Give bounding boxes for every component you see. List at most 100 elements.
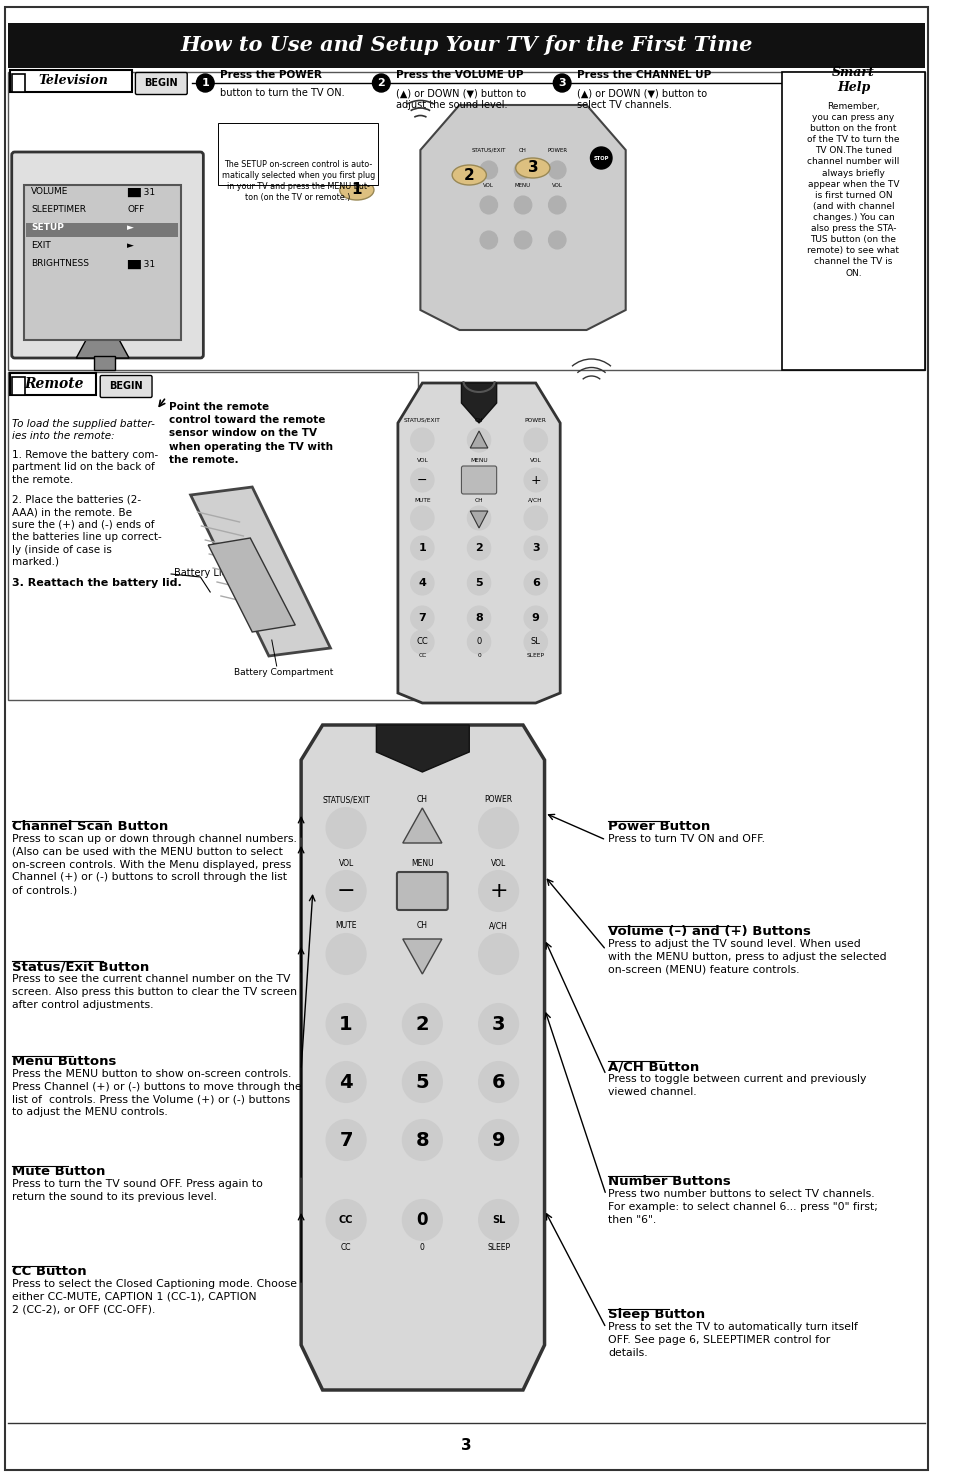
Text: Power Button: Power Button	[607, 820, 710, 833]
Polygon shape	[301, 726, 544, 1389]
Text: 0: 0	[419, 1243, 424, 1252]
Text: A/CH: A/CH	[489, 922, 508, 931]
Text: BEGIN: BEGIN	[144, 78, 178, 88]
Text: Press to adjust the TV sound level. When used
with the MENU button, press to adj: Press to adjust the TV sound level. When…	[607, 940, 885, 975]
Text: MENU: MENU	[470, 459, 487, 463]
Text: STATUS/EXIT: STATUS/EXIT	[471, 148, 505, 153]
Text: Battery Lid: Battery Lid	[173, 568, 228, 578]
Text: 0: 0	[416, 1211, 428, 1229]
FancyBboxPatch shape	[135, 72, 187, 94]
Polygon shape	[76, 341, 129, 358]
Polygon shape	[420, 105, 625, 330]
Ellipse shape	[452, 165, 486, 184]
Circle shape	[326, 1062, 365, 1102]
Text: VOL: VOL	[529, 459, 541, 463]
Circle shape	[479, 161, 497, 178]
Text: Press to turn TV ON and OFF.: Press to turn TV ON and OFF.	[607, 833, 764, 844]
Text: How to Use and Setup Your TV for the First Time: How to Use and Setup Your TV for the Fir…	[180, 35, 752, 55]
Text: Television: Television	[38, 75, 108, 87]
Ellipse shape	[339, 180, 374, 201]
Text: 5: 5	[475, 578, 482, 589]
Text: OFF: OFF	[127, 205, 144, 214]
Polygon shape	[208, 538, 294, 631]
Text: Remember,
you can press any
button on the front
of the TV to turn the
TV ON.The : Remember, you can press any button on th…	[806, 102, 899, 277]
Text: 3: 3	[527, 161, 537, 176]
FancyBboxPatch shape	[396, 872, 447, 910]
Text: −: −	[416, 473, 427, 487]
Text: A/CH: A/CH	[528, 499, 542, 503]
Circle shape	[467, 535, 490, 560]
FancyBboxPatch shape	[218, 122, 378, 184]
Bar	[11, 74, 26, 91]
Circle shape	[478, 808, 517, 848]
Circle shape	[410, 506, 434, 530]
Circle shape	[478, 872, 517, 912]
Bar	[8, 24, 923, 68]
Text: Press to turn the TV sound OFF. Press again to
return the sound to its previous : Press to turn the TV sound OFF. Press ag…	[11, 1179, 262, 1202]
Circle shape	[478, 1062, 517, 1102]
Text: 7: 7	[339, 1130, 353, 1149]
Text: 3: 3	[532, 543, 539, 553]
Circle shape	[467, 506, 490, 530]
Text: MENU: MENU	[411, 858, 434, 867]
Circle shape	[410, 630, 434, 653]
Text: button to turn the TV ON.: button to turn the TV ON.	[220, 88, 344, 97]
Circle shape	[372, 74, 390, 91]
Text: SL: SL	[530, 637, 540, 646]
Text: Mute Button: Mute Button	[11, 1165, 105, 1179]
Circle shape	[467, 630, 490, 653]
Polygon shape	[470, 431, 487, 448]
Bar	[781, 72, 923, 370]
Text: Press to select the Closed Captioning mode. Choose
either CC-MUTE, CAPTION 1 (CC: Press to select the Closed Captioning mo…	[11, 1279, 296, 1314]
Polygon shape	[191, 487, 330, 656]
Circle shape	[523, 606, 547, 630]
Text: 3: 3	[460, 1438, 471, 1453]
Text: ██ 31: ██ 31	[127, 260, 155, 268]
Text: 1: 1	[339, 1015, 353, 1034]
Text: VOL: VOL	[483, 183, 494, 187]
Text: VOL: VOL	[338, 858, 354, 867]
Text: Press the POWER: Press the POWER	[220, 69, 321, 80]
Text: CC: CC	[338, 1215, 353, 1226]
FancyBboxPatch shape	[11, 152, 203, 358]
Circle shape	[478, 1004, 517, 1044]
Text: 3. Reattach the battery lid.: 3. Reattach the battery lid.	[11, 578, 181, 589]
Bar	[11, 378, 26, 395]
Bar	[10, 69, 132, 91]
Circle shape	[523, 468, 547, 493]
Bar	[8, 372, 418, 701]
Text: SLEEP: SLEEP	[526, 653, 544, 658]
Circle shape	[514, 196, 531, 214]
Polygon shape	[470, 510, 487, 528]
Text: 5: 5	[416, 1072, 429, 1092]
Bar	[25, 184, 181, 341]
Text: Menu Buttons: Menu Buttons	[11, 1055, 116, 1068]
Bar	[27, 223, 178, 237]
Text: 6: 6	[531, 578, 539, 589]
Text: 6: 6	[492, 1072, 505, 1092]
Circle shape	[326, 1004, 365, 1044]
Text: ►: ►	[127, 242, 133, 251]
Circle shape	[410, 535, 434, 560]
Text: (▲) or DOWN (▼) button to
adjust the sound level.: (▲) or DOWN (▼) button to adjust the sou…	[395, 88, 525, 111]
Text: ►: ►	[127, 224, 133, 233]
Circle shape	[479, 232, 497, 249]
Circle shape	[402, 1201, 441, 1240]
Text: CH: CH	[475, 499, 483, 503]
Text: 2: 2	[463, 168, 475, 183]
Circle shape	[326, 872, 365, 912]
Circle shape	[523, 428, 547, 451]
Text: CC: CC	[417, 653, 426, 658]
Bar	[8, 72, 923, 370]
Text: 8: 8	[475, 614, 482, 622]
Text: ██ 31: ██ 31	[127, 187, 155, 196]
Text: 3: 3	[492, 1015, 505, 1034]
Circle shape	[548, 161, 565, 178]
Text: VOL: VOL	[416, 459, 428, 463]
Text: 2: 2	[475, 543, 482, 553]
Text: VOL: VOL	[551, 183, 562, 187]
Circle shape	[548, 196, 565, 214]
Text: STOP: STOP	[593, 155, 608, 161]
Circle shape	[523, 630, 547, 653]
Text: 0: 0	[476, 637, 481, 646]
